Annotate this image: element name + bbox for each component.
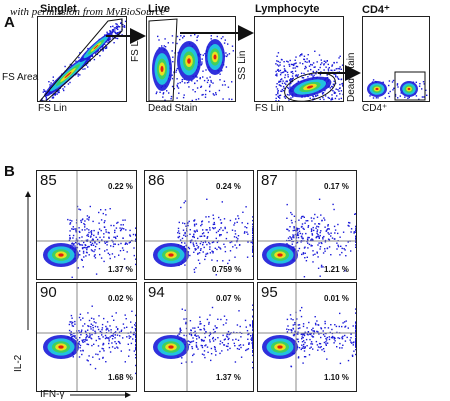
plot-b-86-id: 86 (148, 172, 165, 189)
lymphocyte-gate (284, 72, 336, 101)
plot-b-90 (36, 282, 137, 392)
plot-b-95-id: 95 (261, 284, 278, 301)
cd4-gate (394, 71, 426, 101)
plot-b-95 (257, 282, 357, 392)
plot-b-87 (257, 170, 357, 280)
plot-b-85-upper-pct: 0.22 % (108, 182, 133, 191)
plot-a3-title: Lymphocyte (255, 3, 320, 15)
plot-a2-title: Live (148, 3, 171, 15)
plot-b-86 (144, 170, 254, 280)
plot-a1-xlabel: FS Lin (38, 103, 67, 114)
singlet-density-band (43, 53, 93, 97)
plot-b-94-id: 94 (148, 284, 165, 301)
plot-a2-live (146, 16, 236, 102)
plot-a2-xlabel: Dead Stain (148, 103, 198, 114)
plot-b-95-lower-pct: 1.10 % (324, 373, 349, 382)
cd4-positive-population (400, 81, 418, 97)
plot-b-90-upper-pct: 0.02 % (108, 294, 133, 303)
flow-density-main (43, 243, 79, 267)
plot-b-85-lower-pct: 1.37 % (108, 265, 133, 274)
plot-a1-title: Singlet (40, 3, 77, 15)
plot-a4-title: CD4⁺ (362, 4, 390, 16)
plot-b-94-lower-pct: 1.37 % (216, 373, 241, 382)
plot-b-86-lower-pct: 0.759 % (212, 265, 242, 274)
flow-density-main (262, 243, 298, 267)
flow-density-main (153, 243, 189, 267)
singlet-density-band-upper (79, 31, 113, 63)
plot-a4-xlabel: CD4⁺ (362, 103, 388, 114)
cd4-negative-population (367, 81, 387, 97)
flow-density-main (262, 335, 298, 359)
plot-b-85 (36, 170, 137, 280)
plot-b-87-upper-pct: 0.17 % (324, 182, 349, 191)
singlet-gate (39, 18, 123, 101)
plot-b-95-upper-pct: 0.01 % (324, 294, 349, 303)
ifng-axis-label: IFN-γ (40, 389, 65, 400)
live-density-mid (177, 41, 201, 81)
plot-b-94-upper-pct: 0.07 % (216, 294, 241, 303)
panel-b-letter: B (4, 163, 15, 180)
plot-b-87-id: 87 (261, 172, 278, 189)
plot-a3-xlabel: FS Lin (255, 103, 284, 114)
live-gate (148, 18, 178, 101)
live-density-left (152, 47, 172, 91)
plot-b-90-lower-pct: 1.68 % (108, 373, 133, 382)
flow-scatter-dots (286, 198, 356, 278)
il2-axis-label: IL-2 (13, 354, 24, 372)
lymph-density-main (288, 76, 332, 98)
plot-b-87-lower-pct: 1.21 % (324, 265, 349, 274)
plot-b-90-id: 90 (40, 284, 57, 301)
plot-b-94 (144, 282, 254, 392)
plot-a3-lymphocyte (254, 16, 344, 102)
plot-a4-cd4 (362, 16, 430, 102)
plot-a1-singlet (37, 16, 127, 102)
flow-density-main (43, 335, 79, 359)
plot-a1-ylabel: FS Area (2, 72, 39, 83)
live-density-right (205, 39, 225, 75)
plot-b-86-upper-pct: 0.24 % (216, 182, 241, 191)
panel-a-letter: A (4, 14, 15, 31)
flow-scatter-dots (177, 304, 253, 369)
plot-b-85-id: 85 (40, 172, 57, 189)
flow-density-main (153, 335, 189, 359)
watermark-text: with permission from MyBioSource (10, 6, 166, 18)
gating-arrows (106, 25, 361, 81)
